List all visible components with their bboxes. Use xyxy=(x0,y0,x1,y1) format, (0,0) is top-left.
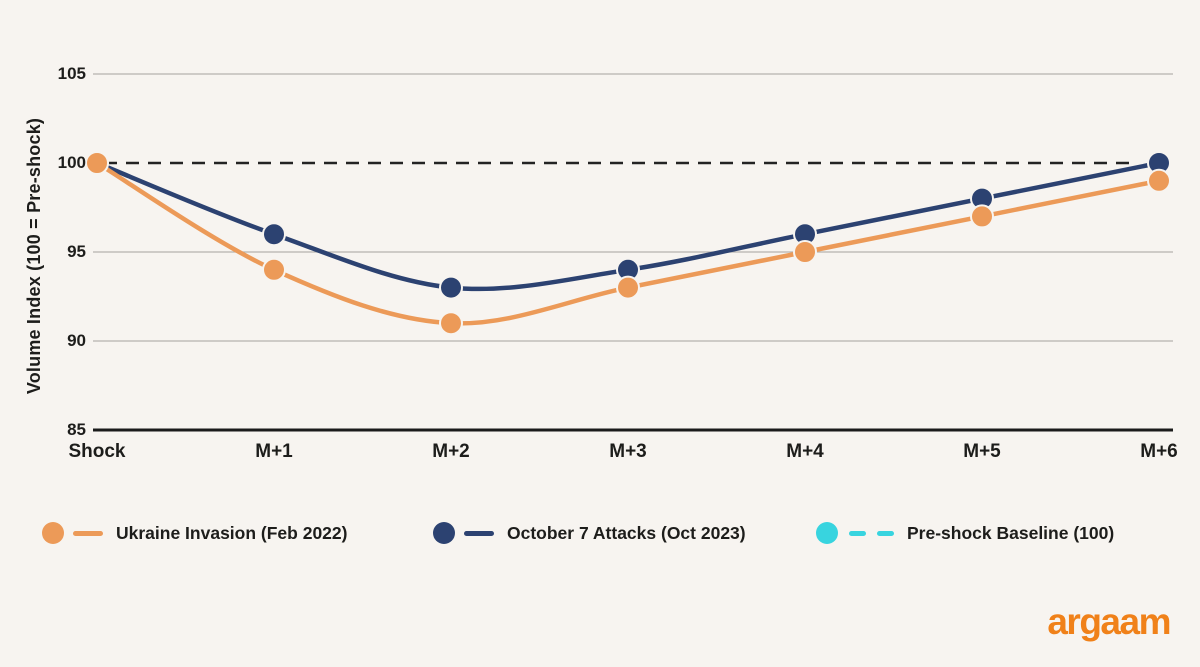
legend-marker-dot xyxy=(816,522,838,544)
legend-item-0: Ukraine Invasion (Feb 2022) xyxy=(42,517,347,549)
x-label-m-6: M+6 xyxy=(1140,441,1178,462)
x-label-m-1: M+1 xyxy=(255,441,293,462)
data-point xyxy=(439,311,463,336)
legend-item-2: Pre-shock Baseline (100) xyxy=(816,517,1114,549)
legend-marker-line xyxy=(464,530,494,536)
x-label-m-4: M+4 xyxy=(786,441,824,462)
y-tick-85: 85 xyxy=(67,420,86,439)
data-point xyxy=(1147,168,1171,193)
line-chart-plot xyxy=(85,73,1173,432)
x-label-m-3: M+3 xyxy=(609,441,647,462)
x-label-shock: Shock xyxy=(68,441,126,462)
y-tick-100: 100 xyxy=(57,153,86,172)
legend-marker-dot xyxy=(42,522,64,544)
y-tick-90: 90 xyxy=(67,331,86,350)
data-point xyxy=(262,257,286,282)
data-point xyxy=(970,204,994,229)
y-tick-95: 95 xyxy=(67,242,86,261)
data-point xyxy=(793,240,817,264)
legend-marker-line xyxy=(73,530,103,536)
legend-marker-dash xyxy=(849,530,866,536)
legend-label: Pre-shock Baseline (100) xyxy=(907,522,1115,543)
argaam-logo: argaam xyxy=(1047,601,1171,642)
data-point xyxy=(616,275,640,300)
data-point xyxy=(439,275,463,300)
y-tick-105: 105 xyxy=(57,64,86,83)
x-label-m-5: M+5 xyxy=(963,441,1001,462)
data-point xyxy=(262,222,286,247)
legend-label: October 7 Attacks (Oct 2023) xyxy=(507,522,746,543)
legend-marker-dot xyxy=(433,522,455,544)
legend-label: Ukraine Invasion (Feb 2022) xyxy=(116,522,348,543)
legend-item-1: October 7 Attacks (Oct 2023) xyxy=(433,517,746,549)
legend-marker-dash xyxy=(877,530,894,536)
x-label-m-2: M+2 xyxy=(432,441,470,462)
data-point xyxy=(85,151,109,175)
